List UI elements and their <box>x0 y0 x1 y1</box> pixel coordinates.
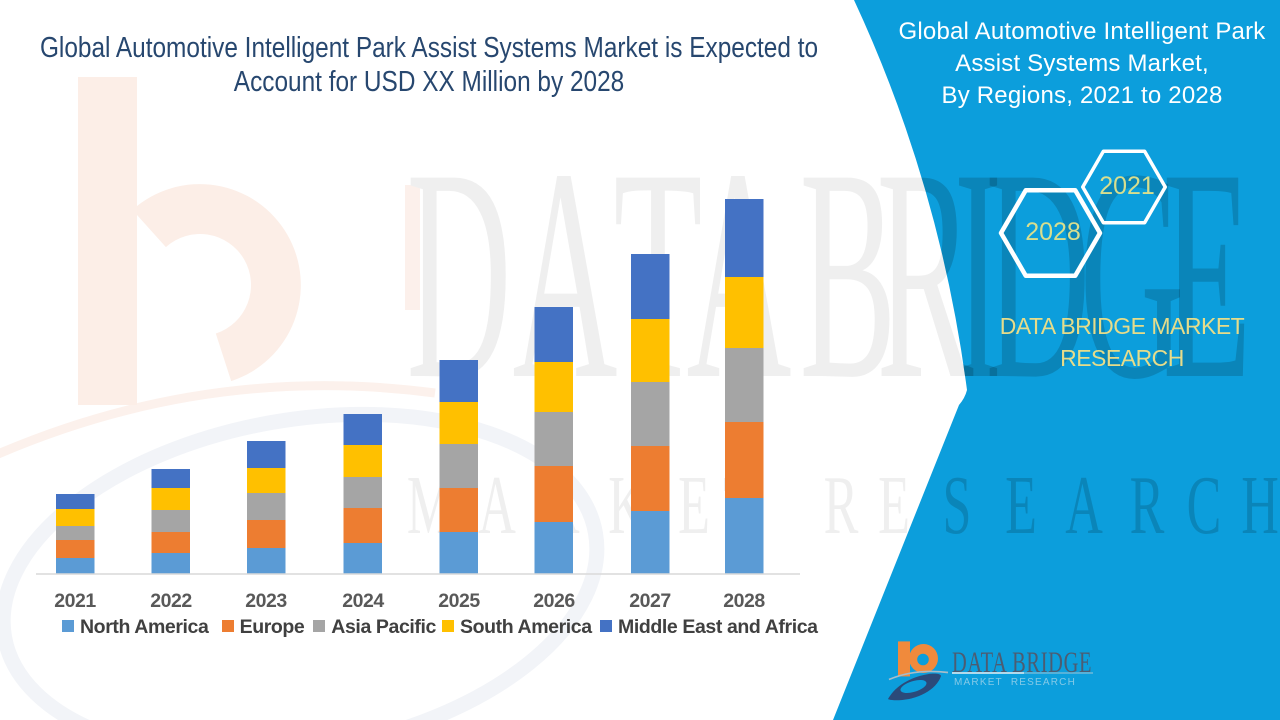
svg-text:2028: 2028 <box>1025 218 1081 246</box>
svg-text:2021: 2021 <box>1099 172 1155 200</box>
